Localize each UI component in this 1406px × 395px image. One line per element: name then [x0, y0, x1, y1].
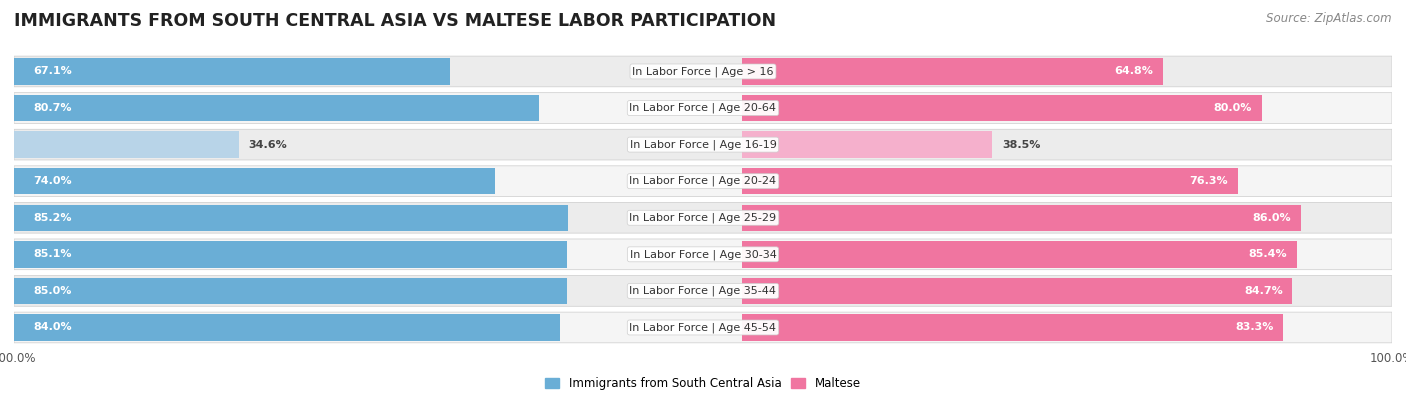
Text: In Labor Force | Age 45-54: In Labor Force | Age 45-54	[630, 322, 776, 333]
FancyBboxPatch shape	[14, 276, 1392, 306]
Text: 84.0%: 84.0%	[34, 322, 72, 333]
FancyBboxPatch shape	[14, 239, 1392, 270]
Bar	[742, 132, 993, 158]
Bar	[742, 168, 1237, 194]
FancyBboxPatch shape	[14, 202, 1392, 233]
Text: In Labor Force | Age 16-19: In Labor Force | Age 16-19	[630, 139, 776, 150]
Text: IMMIGRANTS FROM SOUTH CENTRAL ASIA VS MALTESE LABOR PARTICIPATION: IMMIGRANTS FROM SOUTH CENTRAL ASIA VS MA…	[14, 12, 776, 30]
Text: 85.2%: 85.2%	[34, 213, 72, 223]
Text: In Labor Force | Age 35-44: In Labor Force | Age 35-44	[630, 286, 776, 296]
Text: 76.3%: 76.3%	[1189, 176, 1229, 186]
Bar	[742, 278, 1292, 304]
FancyBboxPatch shape	[14, 312, 1392, 343]
Text: 67.1%: 67.1%	[34, 66, 72, 77]
Text: 84.7%: 84.7%	[1244, 286, 1282, 296]
Text: In Labor Force | Age 30-34: In Labor Force | Age 30-34	[630, 249, 776, 260]
Text: 85.1%: 85.1%	[34, 249, 72, 260]
Bar	[742, 205, 1301, 231]
Bar	[14, 278, 567, 304]
Text: 74.0%: 74.0%	[34, 176, 72, 186]
Text: 38.5%: 38.5%	[1002, 139, 1040, 150]
Bar	[742, 241, 1298, 267]
Bar	[742, 58, 1163, 85]
Text: 80.0%: 80.0%	[1213, 103, 1253, 113]
Text: In Labor Force | Age 20-24: In Labor Force | Age 20-24	[630, 176, 776, 186]
Bar	[14, 132, 239, 158]
Text: 64.8%: 64.8%	[1115, 66, 1153, 77]
FancyBboxPatch shape	[14, 93, 1392, 123]
Text: Source: ZipAtlas.com: Source: ZipAtlas.com	[1267, 12, 1392, 25]
Text: 80.7%: 80.7%	[34, 103, 72, 113]
Bar	[14, 168, 495, 194]
Bar	[14, 58, 450, 85]
Bar	[14, 205, 568, 231]
Bar	[14, 95, 538, 121]
Text: In Labor Force | Age > 16: In Labor Force | Age > 16	[633, 66, 773, 77]
FancyBboxPatch shape	[14, 166, 1392, 197]
FancyBboxPatch shape	[14, 56, 1392, 87]
Text: In Labor Force | Age 20-64: In Labor Force | Age 20-64	[630, 103, 776, 113]
Text: 34.6%: 34.6%	[249, 139, 287, 150]
Text: 83.3%: 83.3%	[1236, 322, 1274, 333]
FancyBboxPatch shape	[14, 129, 1392, 160]
Bar	[742, 314, 1284, 340]
Legend: Immigrants from South Central Asia, Maltese: Immigrants from South Central Asia, Malt…	[540, 372, 866, 395]
Bar	[14, 314, 560, 340]
Bar	[14, 241, 567, 267]
Text: 86.0%: 86.0%	[1253, 213, 1291, 223]
Text: In Labor Force | Age 25-29: In Labor Force | Age 25-29	[630, 213, 776, 223]
Text: 85.4%: 85.4%	[1249, 249, 1288, 260]
Bar	[742, 95, 1263, 121]
Text: 85.0%: 85.0%	[34, 286, 72, 296]
